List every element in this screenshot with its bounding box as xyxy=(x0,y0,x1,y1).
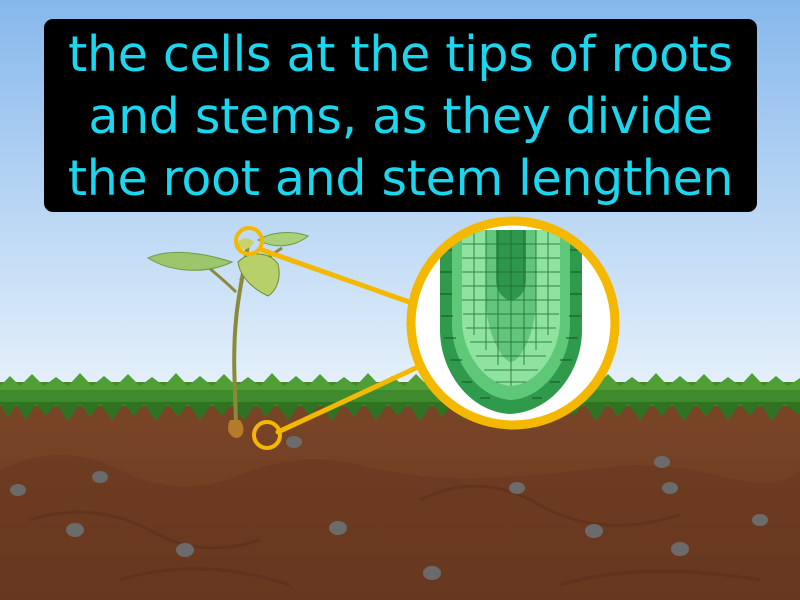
soil xyxy=(0,398,800,600)
root-tip-cells-icon xyxy=(440,230,582,414)
stem-tip-marker-icon xyxy=(234,226,264,256)
definition-caption: the cells at the tips of roots and stems… xyxy=(44,19,757,212)
root-tip-marker-icon xyxy=(252,420,282,450)
caption-line-1: the cells at the tips of roots xyxy=(68,25,733,83)
caption-line-3: the root and stem lengthen xyxy=(67,149,734,207)
root-tip-magnifier xyxy=(406,216,620,430)
seedling-icon xyxy=(146,232,309,438)
callout-lines xyxy=(259,247,421,435)
grass xyxy=(0,373,800,421)
caption-line-2: and stems, as they divide xyxy=(88,87,713,145)
